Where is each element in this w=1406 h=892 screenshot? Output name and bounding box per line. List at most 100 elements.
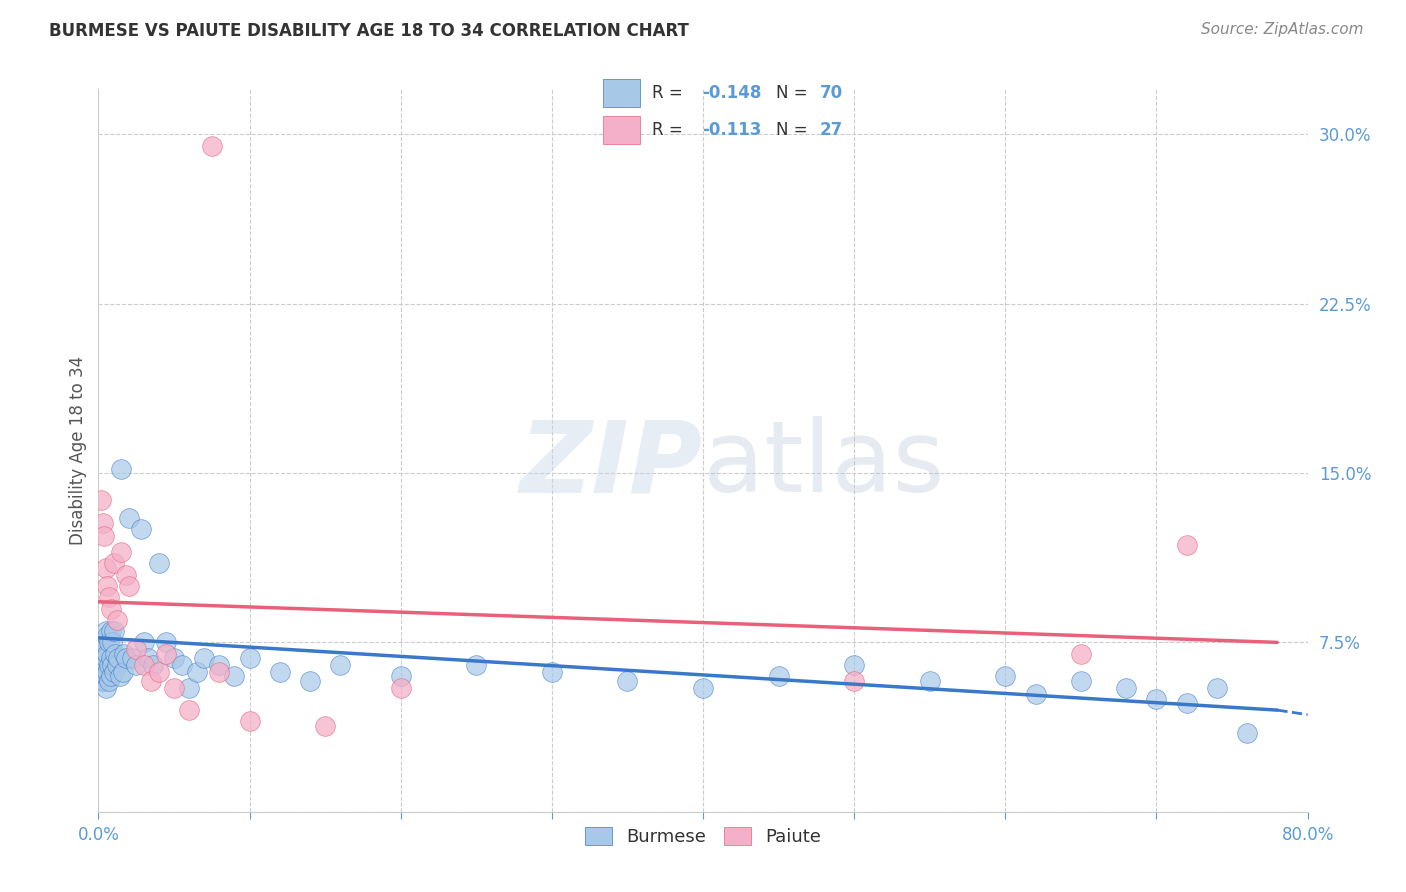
Point: [844, 673, 866, 688]
FancyBboxPatch shape: [603, 116, 640, 144]
Point: [91, 516, 114, 530]
Point: [100, 669, 122, 683]
Point: [108, 669, 131, 683]
Point: [96, 665, 118, 679]
Point: [93, 673, 115, 688]
Point: [100, 624, 122, 639]
Point: [1206, 681, 1229, 695]
Point: [1144, 691, 1167, 706]
Text: N =: N =: [776, 121, 813, 139]
Point: [96, 579, 118, 593]
Point: [201, 138, 224, 153]
Text: 70: 70: [820, 84, 842, 102]
Point: [121, 651, 143, 665]
Text: 27: 27: [820, 121, 842, 139]
Text: -0.148: -0.148: [702, 84, 761, 102]
Point: [93, 529, 115, 543]
Point: [540, 665, 562, 679]
Point: [1115, 681, 1137, 695]
Point: [179, 703, 201, 717]
Point: [186, 665, 208, 679]
Point: [114, 567, 136, 582]
Text: ZIP: ZIP: [520, 417, 703, 514]
Point: [1024, 687, 1046, 701]
Legend: Burmese, Paiute: Burmese, Paiute: [578, 820, 828, 854]
Point: [224, 669, 246, 683]
Point: [1236, 725, 1258, 739]
Point: [1070, 647, 1092, 661]
Point: [692, 681, 714, 695]
Point: [93, 657, 115, 672]
Point: [104, 647, 127, 661]
Point: [90, 651, 112, 665]
Point: [148, 665, 170, 679]
Point: [94, 624, 117, 639]
Point: [107, 651, 129, 665]
Point: [163, 681, 186, 695]
Point: [1175, 696, 1198, 710]
Text: Source: ZipAtlas.com: Source: ZipAtlas.com: [1201, 22, 1364, 37]
Point: [110, 461, 132, 475]
Point: [132, 635, 155, 649]
Point: [1175, 538, 1198, 552]
Point: [616, 673, 638, 688]
Point: [91, 635, 114, 649]
Point: [105, 613, 128, 627]
Point: [994, 669, 1017, 683]
Point: [208, 657, 231, 672]
Point: [94, 681, 117, 695]
Point: [91, 673, 114, 688]
Point: [389, 669, 412, 683]
Point: [125, 657, 148, 672]
Point: [136, 651, 159, 665]
Text: N =: N =: [776, 84, 813, 102]
Point: [105, 657, 128, 672]
Point: [89, 642, 111, 657]
Point: [141, 673, 163, 688]
Point: [465, 657, 488, 672]
Point: [98, 673, 121, 688]
Point: [148, 557, 170, 571]
Text: R =: R =: [652, 84, 689, 102]
Point: [918, 673, 941, 688]
Text: R =: R =: [652, 121, 689, 139]
Point: [94, 651, 117, 665]
Point: [100, 601, 122, 615]
Point: [163, 651, 186, 665]
Point: [98, 657, 121, 672]
Point: [96, 629, 118, 643]
Point: [103, 624, 125, 639]
Point: [98, 635, 121, 649]
Point: [844, 657, 866, 672]
Point: [155, 647, 177, 661]
Text: atlas: atlas: [703, 417, 945, 514]
Point: [170, 657, 193, 672]
Point: [142, 657, 165, 672]
Point: [96, 647, 118, 661]
Point: [112, 647, 135, 661]
Point: [129, 523, 152, 537]
Point: [103, 665, 125, 679]
Point: [208, 665, 231, 679]
FancyBboxPatch shape: [603, 79, 640, 107]
Point: [155, 635, 177, 649]
Point: [100, 651, 122, 665]
Point: [103, 557, 125, 571]
Point: [389, 681, 412, 695]
Point: [111, 665, 134, 679]
Y-axis label: Disability Age 18 to 34: Disability Age 18 to 34: [69, 356, 87, 545]
Text: BURMESE VS PAIUTE DISABILITY AGE 18 TO 34 CORRELATION CHART: BURMESE VS PAIUTE DISABILITY AGE 18 TO 3…: [49, 22, 689, 40]
Point: [91, 657, 114, 672]
Point: [110, 545, 132, 559]
Point: [314, 719, 336, 733]
Point: [125, 642, 148, 657]
Point: [329, 657, 352, 672]
Point: [179, 681, 201, 695]
Point: [132, 657, 155, 672]
Point: [114, 651, 136, 665]
Point: [93, 642, 115, 657]
Point: [299, 673, 322, 688]
Point: [118, 579, 141, 593]
Point: [94, 669, 117, 683]
Point: [118, 511, 141, 525]
